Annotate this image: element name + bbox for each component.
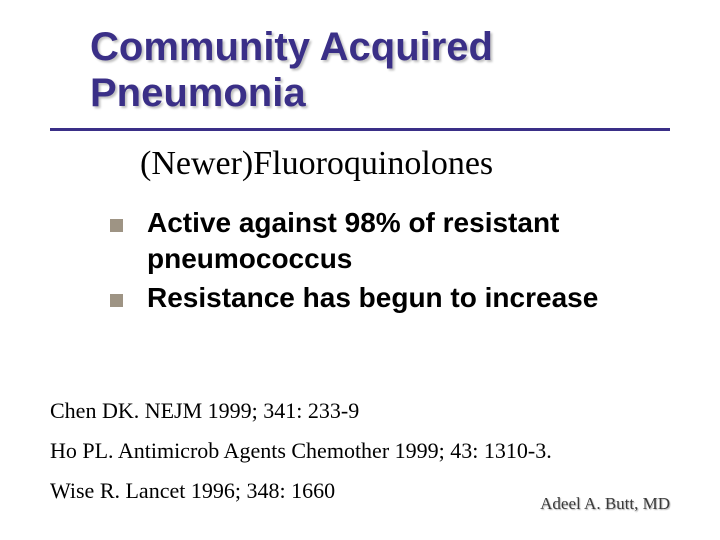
bullet-text: Active against 98% of resistant pneumoco… [147,205,660,278]
bullet-text: Resistance has begun to increase [147,280,598,316]
author-credit: Adeel A. Butt, MD [540,494,670,514]
list-item: Resistance has begun to increase [110,280,660,316]
bullet-list: Active against 98% of resistant pneumoco… [50,205,670,316]
slide-subtitle: (Newer)Fluoroquinolones [50,145,670,183]
reference-line: Ho PL. Antimicrob Agents Chemother 1999;… [50,438,670,464]
square-bullet-icon [110,219,123,232]
title-underline [50,128,670,131]
square-bullet-icon [110,294,123,307]
list-item: Active against 98% of resistant pneumoco… [110,205,660,278]
slide-title: Community Acquired Pneumonia [50,24,670,128]
slide: Community Acquired Pneumonia (Newer)Fluo… [0,0,720,540]
references-block: Chen DK. NEJM 1999; 341: 233-9 Ho PL. An… [50,398,670,518]
reference-line: Chen DK. NEJM 1999; 341: 233-9 [50,398,670,424]
